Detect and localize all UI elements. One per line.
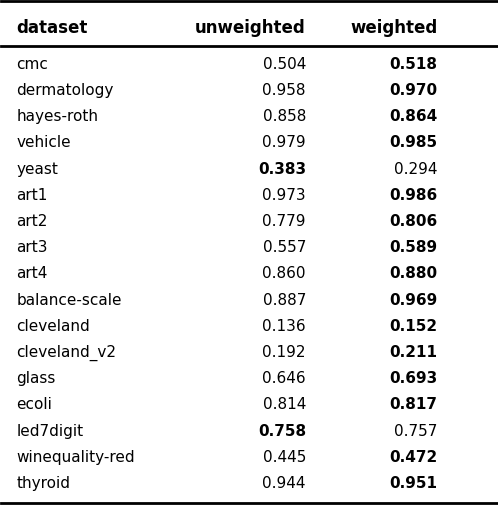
Text: 0.951: 0.951 — [389, 475, 437, 490]
Text: 0.970: 0.970 — [389, 83, 437, 98]
Text: 0.693: 0.693 — [389, 370, 437, 385]
Text: 0.192: 0.192 — [262, 344, 306, 359]
Text: 0.817: 0.817 — [389, 396, 437, 412]
Text: led7digit: led7digit — [16, 423, 83, 438]
Text: art4: art4 — [16, 266, 48, 281]
Text: 0.445: 0.445 — [262, 449, 306, 464]
Text: art3: art3 — [16, 240, 48, 255]
Text: cleveland_v2: cleveland_v2 — [16, 344, 116, 361]
Text: hayes-roth: hayes-roth — [16, 109, 98, 124]
Text: 0.152: 0.152 — [389, 318, 437, 333]
Text: yeast: yeast — [16, 161, 58, 176]
Text: unweighted: unweighted — [195, 19, 306, 37]
Text: dataset: dataset — [16, 19, 88, 37]
Text: 0.860: 0.860 — [262, 266, 306, 281]
Text: 0.383: 0.383 — [258, 161, 306, 176]
Text: 0.985: 0.985 — [389, 135, 437, 150]
Text: vehicle: vehicle — [16, 135, 71, 150]
Text: 0.646: 0.646 — [262, 370, 306, 385]
Text: 0.814: 0.814 — [262, 396, 306, 412]
Text: 0.864: 0.864 — [389, 109, 437, 124]
Text: 0.518: 0.518 — [389, 57, 437, 72]
Text: 0.887: 0.887 — [262, 292, 306, 307]
Text: cmc: cmc — [16, 57, 48, 72]
Text: 0.858: 0.858 — [262, 109, 306, 124]
Text: dermatology: dermatology — [16, 83, 114, 98]
Text: 0.779: 0.779 — [262, 214, 306, 228]
Text: glass: glass — [16, 370, 56, 385]
Text: 0.973: 0.973 — [262, 187, 306, 203]
Text: 0.806: 0.806 — [389, 214, 437, 228]
Text: 0.969: 0.969 — [389, 292, 437, 307]
Text: 0.979: 0.979 — [262, 135, 306, 150]
Text: winequality-red: winequality-red — [16, 449, 135, 464]
Text: 0.986: 0.986 — [389, 187, 437, 203]
Text: art1: art1 — [16, 187, 48, 203]
Text: 0.589: 0.589 — [389, 240, 437, 255]
Text: weighted: weighted — [350, 19, 437, 37]
Text: 0.557: 0.557 — [262, 240, 306, 255]
Text: thyroid: thyroid — [16, 475, 70, 490]
Text: 0.136: 0.136 — [262, 318, 306, 333]
Text: 0.211: 0.211 — [389, 344, 437, 359]
Text: 0.294: 0.294 — [394, 161, 437, 176]
Text: art2: art2 — [16, 214, 48, 228]
Text: cleveland: cleveland — [16, 318, 90, 333]
Text: 0.944: 0.944 — [262, 475, 306, 490]
Text: 0.880: 0.880 — [389, 266, 437, 281]
Text: 0.757: 0.757 — [394, 423, 437, 438]
Text: balance-scale: balance-scale — [16, 292, 122, 307]
Text: 0.758: 0.758 — [258, 423, 306, 438]
Text: ecoli: ecoli — [16, 396, 52, 412]
Text: 0.958: 0.958 — [262, 83, 306, 98]
Text: 0.472: 0.472 — [389, 449, 437, 464]
Text: 0.504: 0.504 — [262, 57, 306, 72]
